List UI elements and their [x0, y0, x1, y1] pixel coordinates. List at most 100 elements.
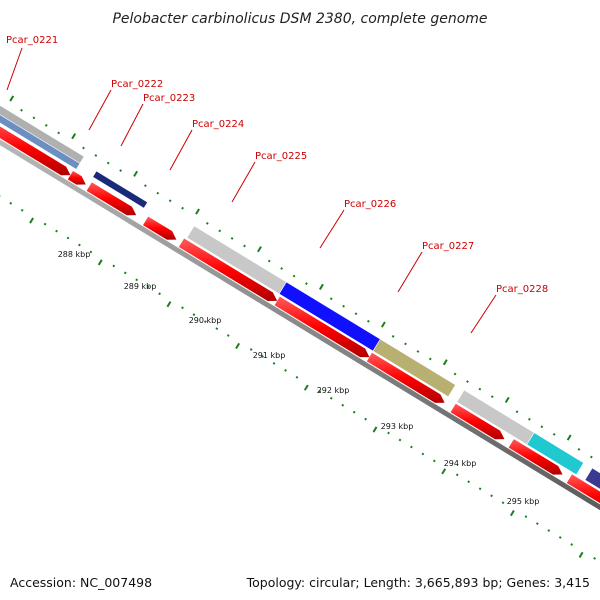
tick-mark	[230, 237, 234, 240]
kbp-label: 295 kbp	[507, 497, 540, 506]
tick-mark	[20, 108, 23, 112]
scale-tick	[421, 452, 425, 456]
scale-tick	[123, 271, 127, 275]
tick-mark	[319, 283, 324, 290]
scale-tick	[398, 438, 402, 442]
scale-tick	[181, 306, 184, 310]
kbp-label: 292 kbp	[317, 386, 350, 395]
tick-mark	[94, 154, 98, 157]
scale-tick	[203, 320, 207, 323]
tick-mark	[44, 123, 48, 127]
kbp-label: 294 kbp	[444, 459, 477, 468]
scale-tick	[97, 259, 103, 266]
scale-tick	[467, 480, 471, 484]
scale-tick	[226, 334, 230, 337]
tick-mark	[329, 297, 333, 301]
tick-track	[0, 95, 596, 560]
tick-mark	[404, 342, 407, 346]
scale-tick	[593, 557, 596, 560]
scale-tick	[341, 403, 345, 407]
scale-tick	[192, 313, 196, 317]
gene-label-pcar_0227[interactable]: Pcar_0227	[422, 241, 474, 252]
tick-mark	[71, 133, 77, 140]
scale-tick	[410, 445, 413, 449]
gene-leader-line	[397, 251, 423, 293]
gene-label-pcar_0228[interactable]: Pcar_0228	[496, 284, 548, 295]
scale-tick	[43, 222, 47, 226]
scale-tick	[9, 201, 13, 205]
cds-arrow	[566, 474, 600, 504]
scale-tick	[295, 375, 299, 379]
genome-summary-text: Topology: circular; Length: 3,665,893 bp…	[246, 575, 590, 590]
gene-label-pcar_0223[interactable]: Pcar_0223	[143, 93, 195, 104]
tick-mark	[168, 199, 172, 203]
tick-mark	[515, 410, 519, 414]
scale-tick	[352, 410, 356, 414]
cds-arrow	[450, 403, 505, 440]
scale-tick	[135, 278, 139, 282]
scale-tick	[509, 509, 515, 517]
scale-tick	[146, 285, 150, 289]
scale-tick	[547, 529, 551, 532]
cds-arrow	[274, 296, 370, 358]
cds-arrow	[67, 170, 86, 185]
tick-mark	[354, 312, 358, 316]
cds-arrow	[366, 352, 445, 403]
scale-tick	[284, 368, 287, 372]
cog-block	[0, 114, 81, 170]
gene-label-pcar_0222[interactable]: Pcar_0222	[111, 79, 163, 90]
scale-tick	[364, 417, 368, 421]
scale-tick	[55, 229, 58, 233]
tick-mark	[552, 432, 556, 436]
scale-tick	[478, 487, 482, 491]
cds-arrow	[508, 439, 563, 475]
scale-tick	[29, 217, 34, 224]
scale-tick	[112, 264, 116, 268]
gene-leader-line	[319, 209, 345, 249]
tick-mark	[380, 321, 386, 328]
cog-block	[584, 467, 600, 490]
scale-tick	[89, 250, 93, 254]
scale-tick	[441, 468, 447, 475]
gene-leader-line	[470, 294, 497, 334]
scale-tick	[570, 543, 574, 546]
scale-tick	[387, 431, 390, 435]
gene-label-pcar_0226[interactable]: Pcar_0226	[344, 199, 396, 210]
tick-mark	[57, 131, 61, 135]
gene-leader-line	[88, 89, 112, 131]
tick-mark	[342, 304, 345, 308]
gene-labels: Pcar_0221 Pcar_0222 Pcar_0223 Pcar_0224 Pcar…	[6, 35, 548, 334]
scale-tick	[578, 551, 584, 558]
tick-mark	[32, 116, 36, 120]
tick-mark	[292, 274, 296, 278]
kbp-label: 289 kbp	[124, 282, 157, 291]
scale-tick	[249, 348, 253, 351]
kbp-label: 293 kbp	[381, 422, 414, 431]
tick-mark	[305, 282, 308, 285]
scale-tick	[535, 522, 539, 525]
tick-mark	[367, 319, 370, 323]
scale-tick	[158, 292, 161, 296]
gene-label-pcar_0225[interactable]: Pcar_0225	[255, 151, 307, 162]
scale-tick	[318, 389, 322, 393]
tick-mark	[566, 434, 572, 441]
cog-track	[0, 105, 600, 490]
tick-mark	[218, 229, 222, 233]
tick-mark	[589, 455, 593, 459]
gene-label-pcar_0224[interactable]: Pcar_0224	[192, 119, 244, 130]
kbp-label: 290 kbp	[189, 316, 222, 325]
backbone	[0, 139, 600, 511]
cog-block	[372, 338, 456, 398]
cog-block	[92, 170, 149, 209]
tick-mark	[504, 396, 510, 404]
gene-leader-line	[120, 103, 144, 147]
tick-mark	[528, 417, 531, 421]
tick-mark	[428, 357, 432, 361]
tick-mark	[156, 191, 160, 195]
tick-mark	[577, 448, 581, 451]
scale-tick	[303, 384, 309, 391]
gene-label-pcar_0221[interactable]: Pcar_0221	[6, 35, 58, 46]
tick-mark	[540, 425, 544, 429]
tick-mark	[133, 170, 139, 177]
